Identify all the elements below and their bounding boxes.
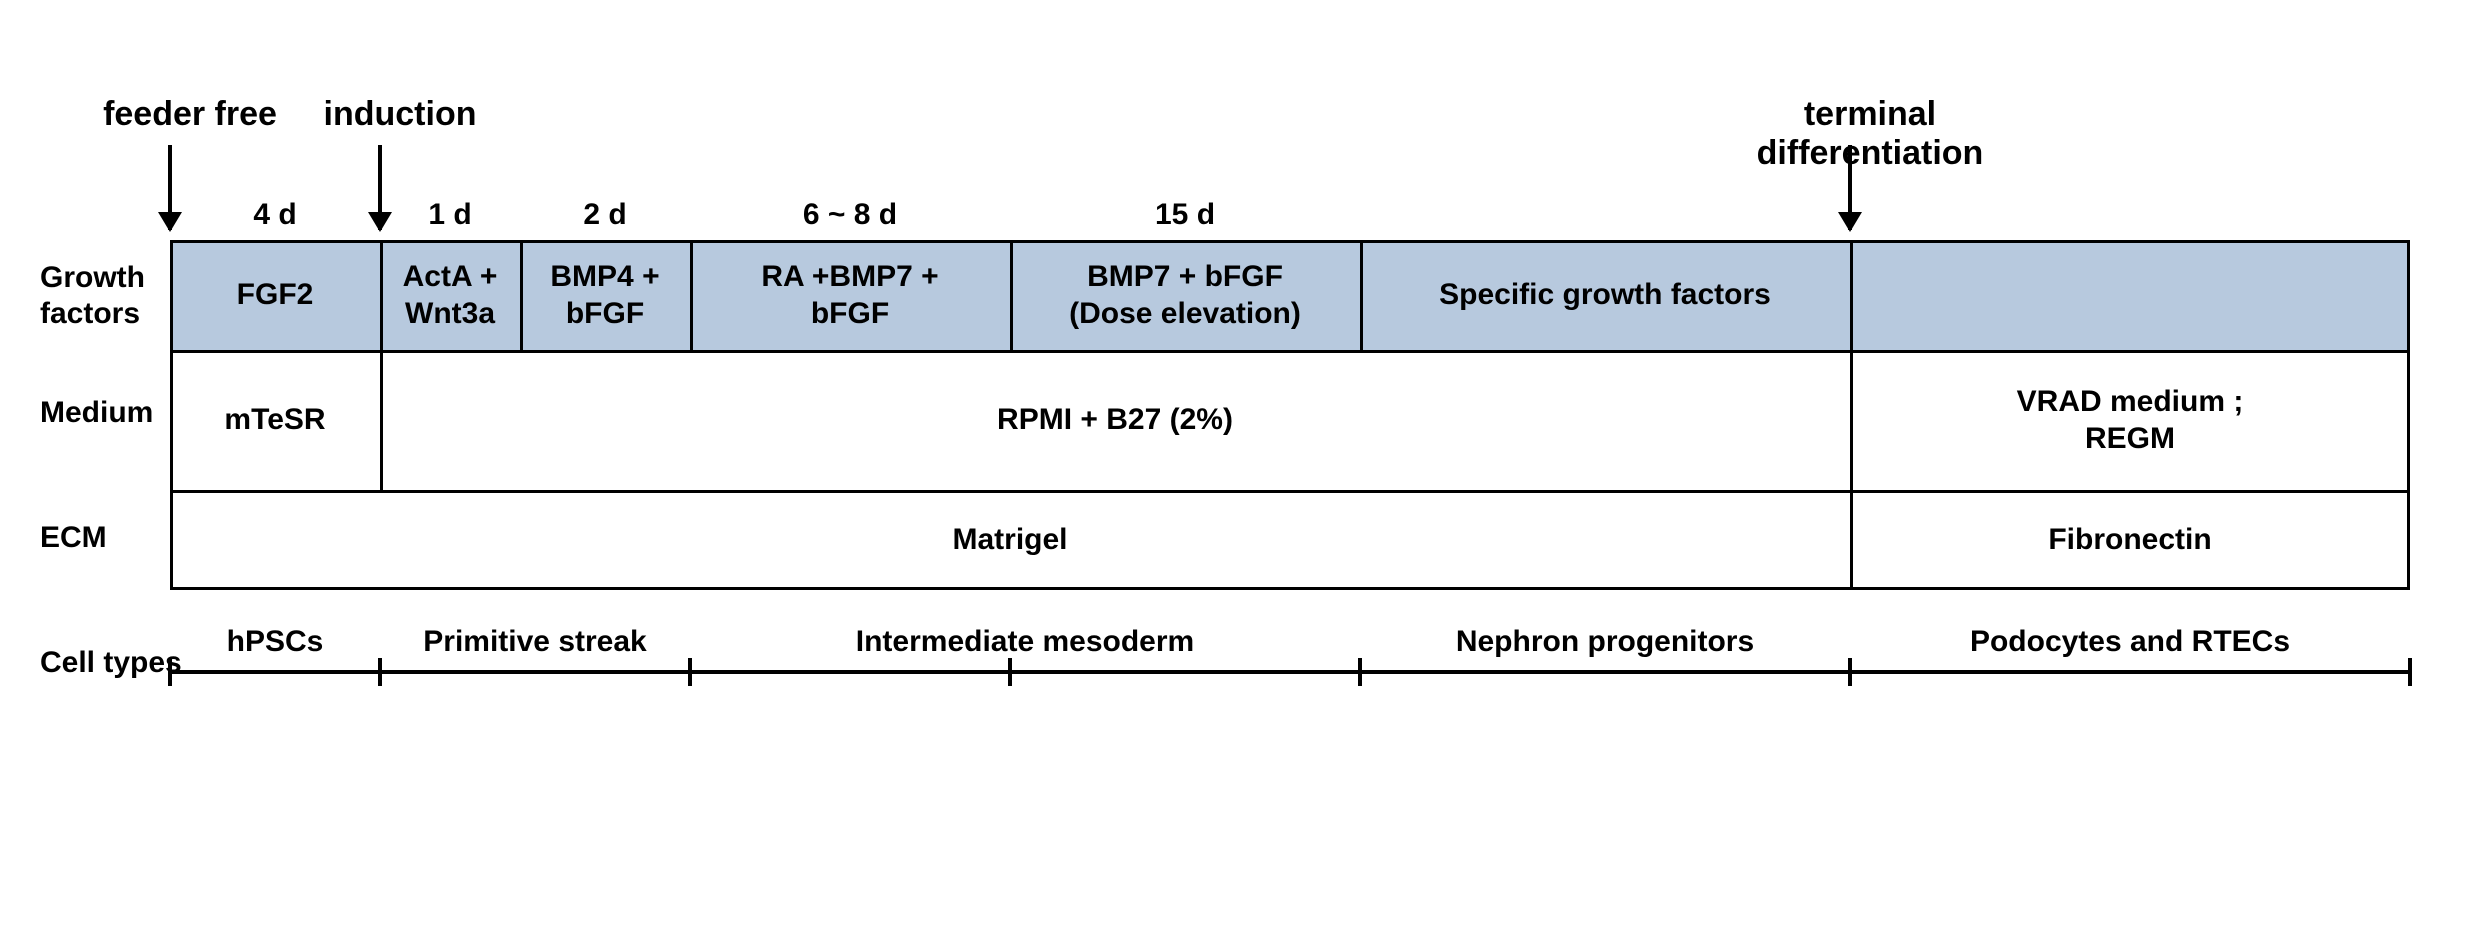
celltype-label: Nephron progenitors: [1360, 625, 1850, 659]
arrow-down-icon: [1848, 145, 1852, 230]
gf-cell: RA +BMP7 +bFGF: [690, 240, 1010, 350]
gf-cell: FGF2: [170, 240, 380, 350]
axis-tick: [2408, 658, 2412, 686]
gf-cell: BMP4 +bFGF: [520, 240, 690, 350]
medium-cell: RPMI + B27 (2%): [380, 350, 1850, 490]
ecm-cell: Matrigel: [170, 490, 1850, 590]
gf-cell: BMP7 + bFGF(Dose elevation): [1010, 240, 1360, 350]
axis-tick: [1008, 658, 1012, 686]
day-label: 1 d: [370, 198, 530, 232]
ecm-cell: Fibronectin: [1850, 490, 2410, 590]
axis-tick: [1848, 658, 1852, 686]
day-label: 6 ~ 8 d: [770, 198, 930, 232]
day-label: 15 d: [1105, 198, 1265, 232]
row-label-medium: Medium: [40, 395, 153, 431]
axis-tick: [378, 658, 382, 686]
row-label-growth: Growthfactors: [40, 260, 145, 332]
gf-cell: Specific growth factors: [1360, 240, 1850, 350]
arrow-down-icon: [168, 145, 172, 230]
phase-label: terminal differentiation: [1710, 95, 2030, 173]
row-label-ecm: ECM: [40, 520, 107, 556]
day-label: 2 d: [525, 198, 685, 232]
row-label-celltypes: Cell types: [40, 645, 182, 681]
celltype-label: Primitive streak: [380, 625, 690, 659]
axis-tick: [168, 658, 172, 686]
axis-tick: [688, 658, 692, 686]
celltype-axis: [170, 670, 2410, 674]
gf-cell: ActA +Wnt3a: [380, 240, 520, 350]
differentiation-protocol-diagram: feeder freeinductionterminal differentia…: [40, 40, 2435, 909]
phase-label: induction: [240, 95, 560, 134]
medium-cell: mTeSR: [170, 350, 380, 490]
axis-tick: [1358, 658, 1362, 686]
celltype-label: Podocytes and RTECs: [1850, 625, 2410, 659]
celltype-label: Intermediate mesoderm: [690, 625, 1360, 659]
celltype-label: hPSCs: [170, 625, 380, 659]
medium-cell: VRAD medium ;REGM: [1850, 350, 2410, 490]
day-label: 4 d: [195, 198, 355, 232]
